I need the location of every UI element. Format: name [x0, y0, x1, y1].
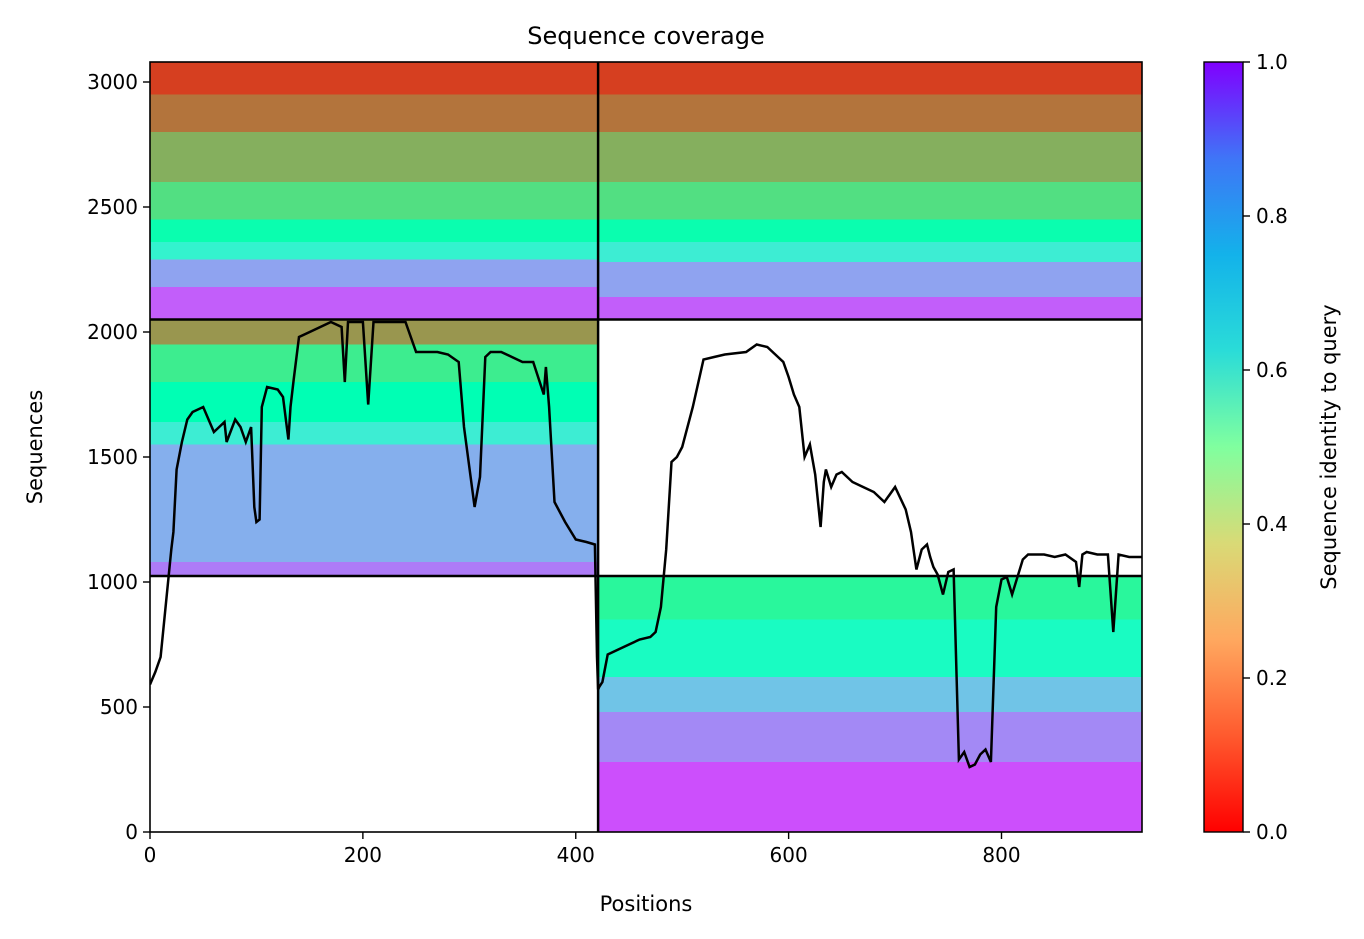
coverage-band-2-3: [598, 182, 1142, 220]
y-tick-label: 3000: [87, 70, 138, 94]
colorbar-tick-label: 0.0: [1256, 820, 1288, 844]
y-tick-label: 1000: [87, 570, 138, 594]
coverage-band-2-2: [598, 132, 1142, 182]
coverage-band-0-4: [150, 219, 599, 242]
coverage-band-0-5: [150, 242, 599, 260]
coverage-band-1-3: [150, 422, 599, 445]
x-tick-label: 600: [770, 843, 808, 867]
coverage-band-1-5: [150, 562, 599, 576]
coverage-band-3-2: [598, 677, 1142, 712]
coverage-band-0-6: [150, 259, 599, 287]
coverage-band-3-4: [598, 762, 1142, 832]
colorbar-ticks: 0.0 0.2 0.4 0.6 0.8 1.0: [1243, 50, 1288, 844]
x-axis-label: Positions: [600, 892, 693, 916]
colorbar: 0.0 0.2 0.4 0.6 0.8 1.0 Sequence identity to …: [1203, 50, 1341, 844]
y-tick-label: 500: [100, 695, 138, 719]
coverage-band-2-4: [598, 219, 1142, 242]
coverage-line: [150, 320, 1142, 769]
coverage-band-0-0: [150, 62, 599, 95]
y-tick-label: 2500: [87, 195, 138, 219]
coverage-band-0-7: [150, 287, 599, 320]
x-tick-label: 800: [982, 843, 1020, 867]
coverage-band-2-6: [598, 262, 1142, 297]
y-tick-label: 0: [125, 820, 138, 844]
y-axis: 0 500 1000 1500 2000 2500 3000: [87, 70, 150, 844]
x-tick-label: 200: [344, 843, 382, 867]
coverage-band-0-2: [150, 132, 599, 182]
colorbar-tick-label: 0.6: [1256, 358, 1288, 382]
chain-dividers: [150, 62, 1142, 832]
colorbar-tick-label: 0.4: [1256, 512, 1288, 536]
plot-area: [150, 62, 1142, 832]
colorbar-gradient: [1203, 61, 1244, 833]
x-tick-label: 400: [557, 843, 595, 867]
colorbar-tick-label: 0.8: [1256, 204, 1288, 228]
colorbar-tick-label: 0.2: [1256, 666, 1288, 690]
x-axis: 0 200 400 600 800: [144, 832, 1021, 867]
chart-title: Sequence coverage: [527, 22, 764, 50]
coverage-band-2-1: [598, 94, 1142, 132]
coverage-band-2-0: [598, 62, 1142, 95]
y-axis-label: Sequences: [23, 390, 47, 505]
coverage-band-2-5: [598, 242, 1142, 262]
y-tick-label: 2000: [87, 320, 138, 344]
coverage-band-3-1: [598, 619, 1142, 677]
x-tick-label: 0: [144, 843, 157, 867]
coverage-band-0-1: [150, 94, 599, 132]
plot-frame: [149, 61, 1143, 833]
coverage-band-1-4: [150, 444, 599, 562]
coverage-band-2-7: [598, 297, 1142, 320]
coverage-band-3-3: [598, 712, 1142, 762]
y-tick-label: 1500: [87, 445, 138, 469]
coverage-band-0-3: [150, 182, 599, 220]
coverage-band-3-0: [598, 576, 1142, 620]
colorbar-label: Sequence identity to query: [1317, 304, 1341, 589]
colorbar-tick-label: 1.0: [1256, 50, 1288, 74]
coverage-band-1-2: [150, 382, 599, 422]
